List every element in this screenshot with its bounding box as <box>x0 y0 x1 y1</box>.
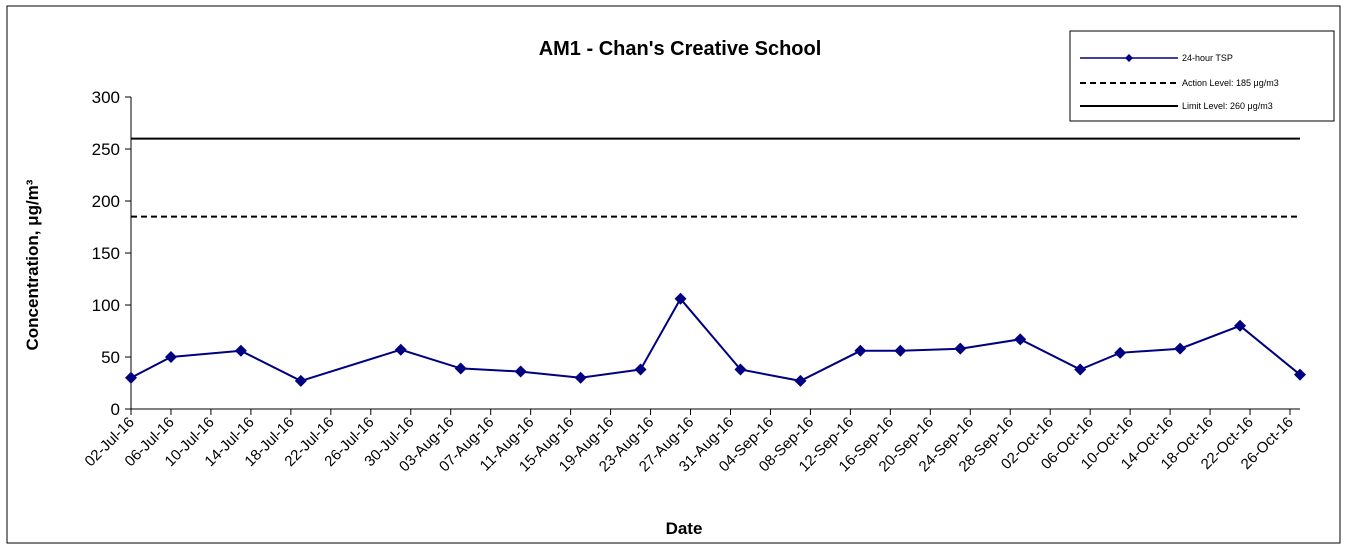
y-ticks: 0 50 100 150 200 250 300 <box>92 88 131 419</box>
tsp-data-point <box>674 292 687 305</box>
tsp-data-point <box>294 374 307 387</box>
tsp-data-point <box>1294 368 1306 381</box>
tsp-data-point <box>164 351 177 363</box>
legend-marker-tsp <box>1125 54 1133 62</box>
tsp-data-point <box>394 343 407 356</box>
y-tick-label: 50 <box>101 348 120 367</box>
x-axis-title: Date <box>666 519 703 538</box>
legend-label-tsp: 24-hour TSP <box>1182 53 1233 63</box>
chart-title: AM1 - Chan's Creative School <box>539 38 822 60</box>
tsp-data-point <box>1114 346 1127 359</box>
tsp-data-point <box>734 363 747 376</box>
tsp-data-point <box>1014 333 1027 346</box>
tsp-data-point <box>954 342 967 355</box>
y-tick-label: 100 <box>92 296 120 315</box>
y-tick-label: 250 <box>92 140 120 159</box>
tsp-data-point <box>1074 363 1087 376</box>
tsp-data-point <box>1174 342 1187 355</box>
y-tick-label: 200 <box>92 192 120 211</box>
tsp-data-point <box>894 344 907 357</box>
tsp-data-point <box>794 374 807 387</box>
reference-lines <box>131 137 1300 218</box>
tsp-data-point <box>125 371 137 384</box>
legend-label-action: Action Level: 185 μg/m3 <box>1182 78 1279 88</box>
y-tick-label: 150 <box>92 244 120 263</box>
y-tick-label: 300 <box>92 88 120 107</box>
data-series <box>125 292 1306 387</box>
tsp-data-point <box>1234 319 1247 332</box>
y-tick-label: 0 <box>111 400 120 419</box>
tsp-data-point <box>454 362 467 375</box>
tsp-data-point <box>634 363 647 376</box>
tsp-data-point <box>574 371 587 384</box>
legend-label-limit: Limit Level: 260 μg/m3 <box>1182 101 1273 111</box>
tsp-data-point <box>854 344 867 357</box>
tsp-data-point <box>234 344 247 357</box>
tsp-data-point <box>514 365 527 378</box>
legend: 24-hour TSP Action Level: 185 μg/m3 Limi… <box>1069 30 1335 122</box>
y-axis-title: Concentration, μg/m³ <box>23 179 42 350</box>
